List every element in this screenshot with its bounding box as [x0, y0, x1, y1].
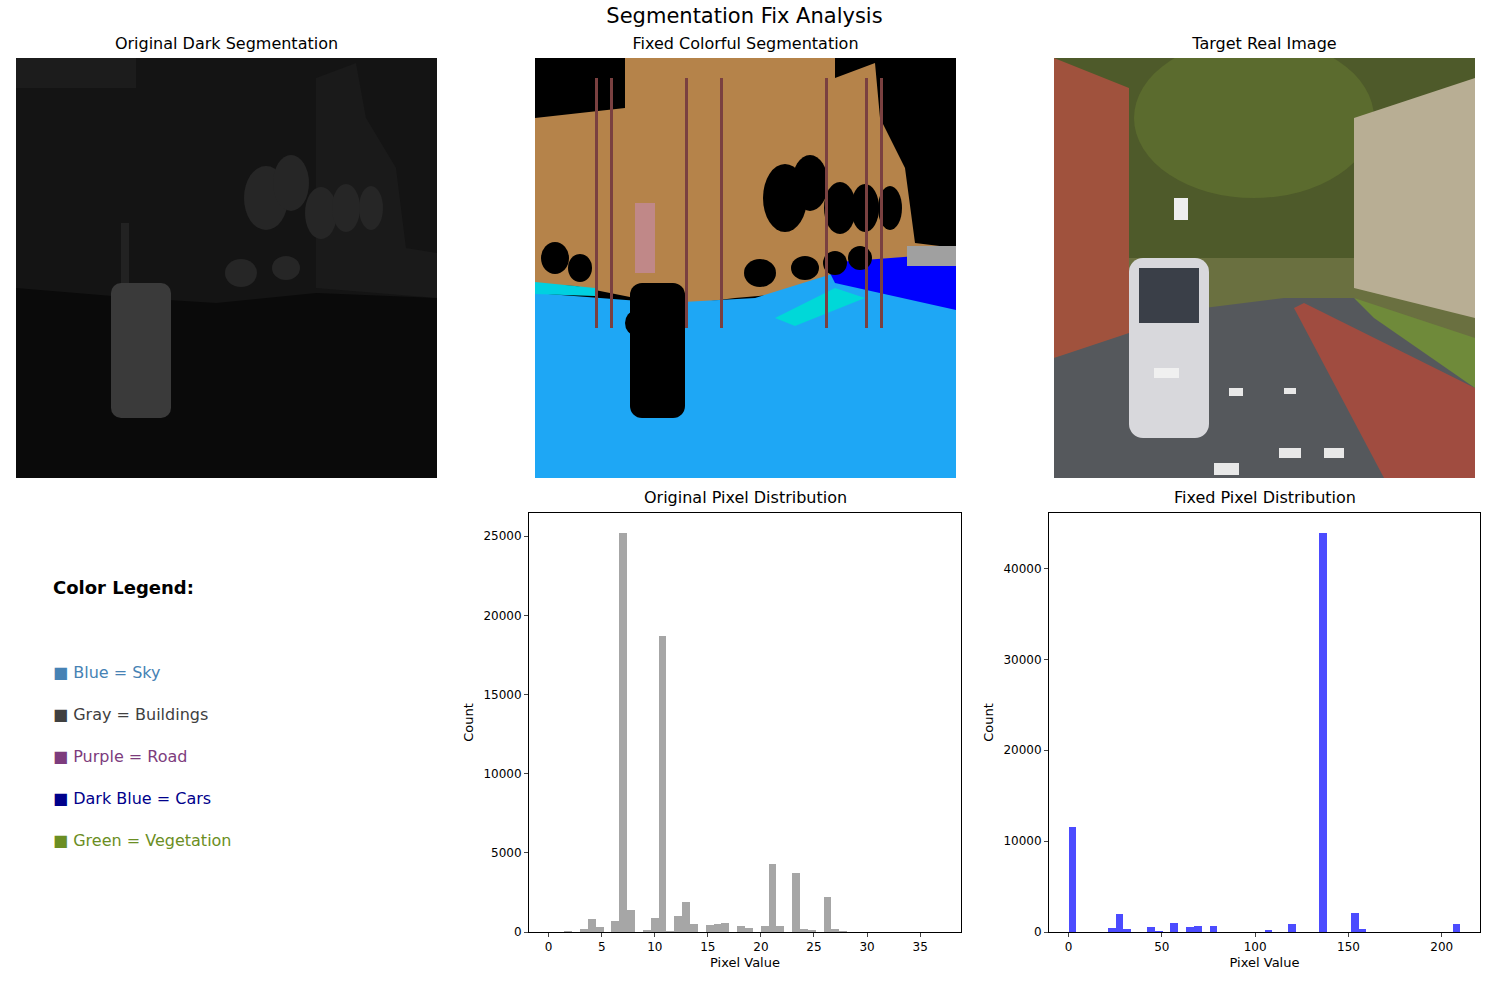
svg-text:Count: Count: [981, 703, 996, 742]
svg-text:0: 0: [1034, 925, 1042, 939]
svg-text:5000: 5000: [491, 846, 522, 860]
svg-text:20000: 20000: [1003, 743, 1041, 757]
svg-text:25: 25: [806, 940, 821, 954]
svg-text:30: 30: [859, 940, 874, 954]
html-text:■ Dark Blue = Cars: ■ Dark Blue = Cars: [53, 789, 212, 808]
svg-text:Count: Count: [461, 703, 476, 742]
html-text:Color Legend:: Color Legend:: [53, 577, 194, 598]
svg-text:Pixel Value: Pixel Value: [1230, 955, 1300, 970]
svg-text:10000: 10000: [1003, 834, 1041, 848]
svg-text:20: 20: [753, 940, 768, 954]
html-text:■ Green = Vegetation: ■ Green = Vegetation: [53, 831, 232, 850]
html-text:■ Gray = Buildings: ■ Gray = Buildings: [53, 705, 209, 724]
svg-text:Pixel Value: Pixel Value: [710, 955, 780, 970]
html-text:■ Purple = Road: ■ Purple = Road: [53, 747, 188, 766]
svg-text:10000: 10000: [483, 767, 521, 781]
html-text:Original Dark Segmentation: Original Dark Segmentation: [114, 34, 339, 53]
svg-text:0: 0: [1065, 940, 1073, 954]
svg-text:50: 50: [1154, 940, 1169, 954]
html-text:Fixed Colorful Segmentation: Fixed Colorful Segmentation: [632, 34, 859, 53]
svg-text:0: 0: [545, 940, 553, 954]
svg-text:0: 0: [514, 925, 522, 939]
html-text:Target Real Image: Target Real Image: [1192, 34, 1337, 53]
html-text:■ Blue = Sky: ■ Blue = Sky: [53, 663, 161, 682]
svg-text:10: 10: [647, 940, 662, 954]
svg-text:100: 100: [1244, 940, 1267, 954]
svg-text:20000: 20000: [483, 609, 521, 623]
svg-text:200: 200: [1430, 940, 1453, 954]
svg-text:Original Pixel Distribution: Original Pixel Distribution: [644, 488, 847, 507]
svg-text:40000: 40000: [1003, 562, 1041, 576]
svg-text:15: 15: [700, 940, 715, 954]
html-text:Segmentation Fix Analysis: Segmentation Fix Analysis: [606, 4, 883, 28]
svg-text:15000: 15000: [483, 688, 521, 702]
svg-text:150: 150: [1337, 940, 1360, 954]
svg-text:30000: 30000: [1003, 653, 1041, 667]
svg-text:35: 35: [912, 940, 927, 954]
svg-text:25000: 25000: [483, 529, 521, 543]
svg-text:5: 5: [598, 940, 606, 954]
svg-text:Fixed Pixel Distribution: Fixed Pixel Distribution: [1174, 488, 1356, 507]
